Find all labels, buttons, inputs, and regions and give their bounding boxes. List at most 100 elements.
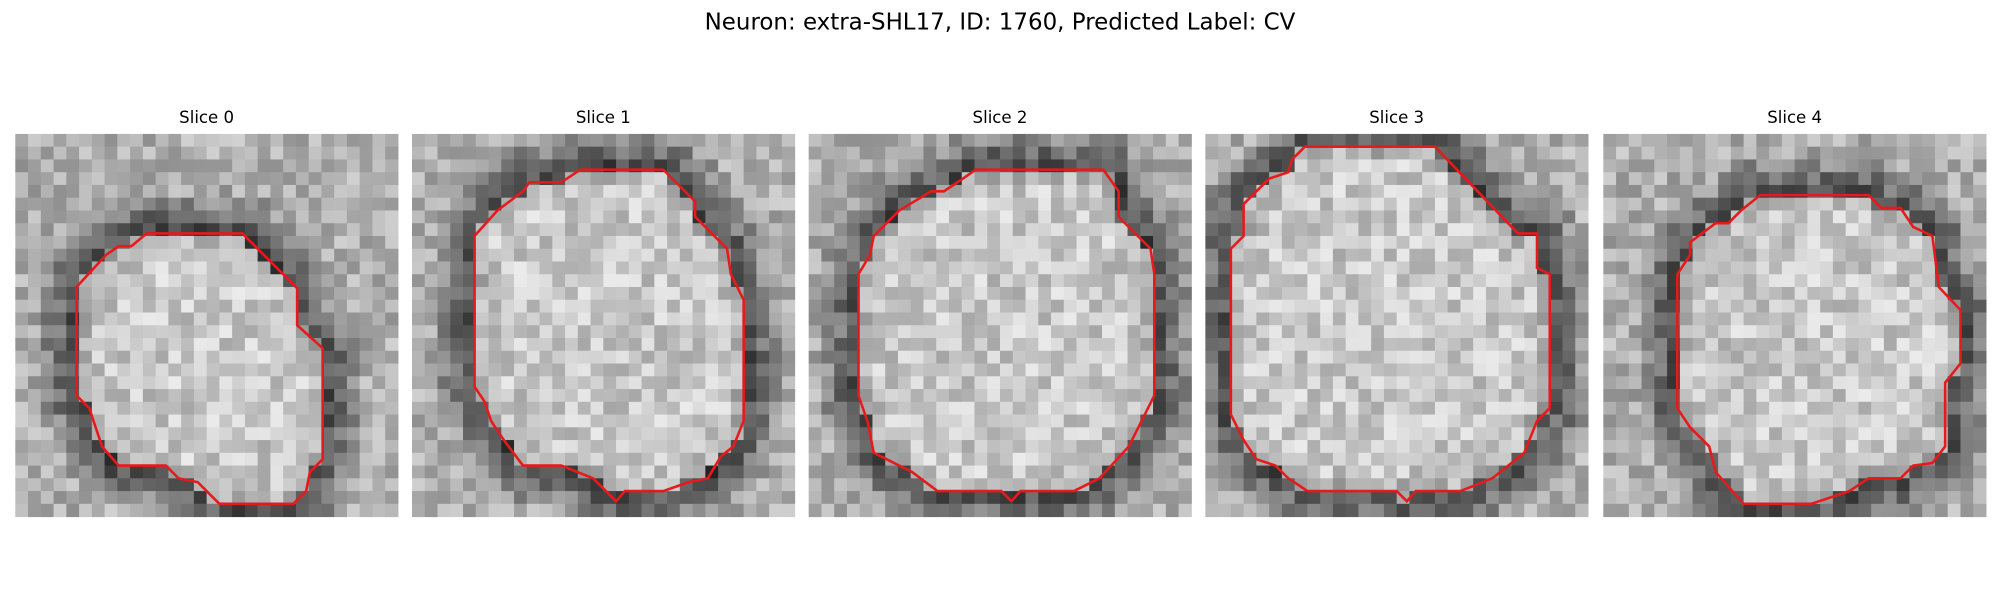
- pixel: [1692, 389, 1706, 403]
- pixel: [1730, 478, 1745, 492]
- pixel: [1730, 414, 1745, 428]
- pixel: [1281, 197, 1296, 211]
- pixel: [1165, 133, 1180, 148]
- pixel: [514, 401, 528, 416]
- pixel: [1383, 414, 1398, 428]
- pixel: [1705, 235, 1719, 250]
- pixel: [501, 363, 515, 377]
- pixel: [321, 389, 335, 403]
- pixel: [1473, 452, 1487, 467]
- pixel: [1692, 274, 1706, 288]
- pixel: [1205, 146, 1219, 160]
- pixel: [705, 312, 719, 326]
- pixel: [206, 286, 220, 301]
- pixel: [923, 248, 937, 262]
- pixel: [974, 210, 988, 224]
- pixel: [1434, 491, 1449, 505]
- pixel: [130, 184, 144, 199]
- pixel: [411, 184, 426, 199]
- pixel: [1692, 491, 1706, 505]
- pixel: [219, 427, 233, 441]
- pixel: [974, 478, 988, 492]
- pixel: [628, 197, 643, 211]
- pixel: [603, 414, 617, 428]
- pixel: [232, 440, 246, 454]
- pixel: [219, 465, 233, 479]
- pixel: [885, 427, 899, 441]
- pixel: [1511, 465, 1525, 479]
- pixel: [257, 401, 271, 416]
- pixel: [475, 210, 490, 224]
- pixel: [514, 274, 528, 288]
- pixel: [1960, 274, 1974, 288]
- pixel: [846, 478, 861, 492]
- pixel: [948, 452, 963, 467]
- pixel: [1549, 146, 1564, 160]
- pixel: [577, 286, 592, 301]
- pixel: [885, 133, 899, 148]
- pixel: [730, 491, 745, 505]
- pixel: [1947, 235, 1961, 250]
- pixel: [1320, 172, 1334, 186]
- pixel: [1205, 478, 1219, 492]
- pixel: [1281, 248, 1296, 262]
- pixel: [295, 338, 310, 352]
- pixel: [155, 465, 169, 479]
- pixel: [1434, 465, 1449, 479]
- pixel: [181, 197, 195, 211]
- pixel: [808, 210, 822, 224]
- pixel: [130, 376, 144, 390]
- pixel: [1743, 248, 1757, 262]
- pixel: [1294, 223, 1308, 237]
- pixel: [961, 223, 976, 237]
- pixel: [1063, 197, 1078, 211]
- pixel: [1549, 503, 1564, 518]
- pixel: [1654, 184, 1668, 199]
- pixel: [718, 465, 732, 479]
- pixel: [565, 478, 579, 492]
- pixel: [1498, 440, 1512, 454]
- pixel: [1434, 299, 1449, 314]
- pixel: [1460, 401, 1474, 416]
- pixel: [295, 184, 310, 199]
- pixel: [66, 210, 80, 224]
- pixel: [1140, 146, 1154, 160]
- pixel: [1332, 491, 1347, 505]
- pixel: [424, 427, 439, 441]
- pixel: [1165, 427, 1180, 441]
- pixel: [1769, 338, 1783, 352]
- pixel: [1153, 401, 1167, 416]
- pixel: [232, 133, 246, 148]
- pixel: [1718, 235, 1732, 250]
- pixel: [730, 478, 745, 492]
- pixel: [346, 376, 361, 390]
- pixel: [756, 452, 770, 467]
- pixel: [769, 389, 783, 403]
- pixel: [692, 338, 706, 352]
- pixel: [488, 210, 502, 224]
- pixel: [424, 274, 439, 288]
- pixel: [283, 133, 297, 148]
- pixel: [117, 325, 131, 339]
- pixel: [104, 427, 118, 441]
- pixel: [1820, 261, 1834, 275]
- pixel: [834, 338, 848, 352]
- pixel: [1769, 389, 1783, 403]
- pixel: [488, 452, 502, 467]
- pixel: [270, 491, 284, 505]
- pixel: [219, 235, 233, 250]
- pixel: [1756, 350, 1770, 365]
- pixel: [104, 325, 118, 339]
- pixel: [181, 210, 195, 224]
- pixel: [1127, 465, 1141, 479]
- pixel: [821, 465, 835, 479]
- pixel: [1896, 350, 1910, 365]
- pixel: [1883, 401, 1898, 416]
- pixel: [28, 159, 42, 173]
- pixel: [424, 172, 439, 186]
- pixel: [1845, 235, 1859, 250]
- pixel: [641, 440, 655, 454]
- pixel: [923, 401, 937, 416]
- pixel: [91, 503, 106, 518]
- pixel: [1616, 159, 1630, 173]
